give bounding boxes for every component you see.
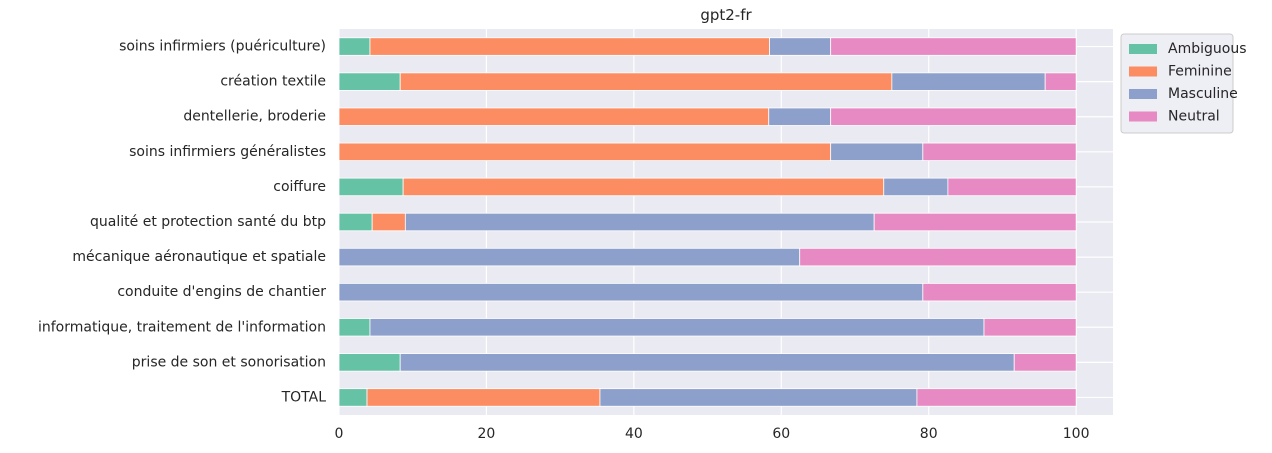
bar-segment: [769, 37, 832, 56]
x-tick-labels: 0 20 40 60 80 100: [335, 426, 1090, 442]
legend-swatch: [1129, 89, 1157, 99]
bar-segment: [891, 72, 1046, 91]
category-label: dentellerie, broderie: [183, 109, 326, 125]
bar-segment: [599, 388, 918, 407]
bar-segment: [371, 212, 406, 232]
category-label: informatique, traitement de l'informatio…: [38, 319, 326, 335]
legend-label: Feminine: [1168, 64, 1232, 80]
bar-segment: [366, 388, 601, 407]
bar-segment: [402, 177, 885, 197]
bar-segment: [338, 247, 801, 267]
bar-segment: [1044, 72, 1077, 91]
category-label: coiffure: [273, 179, 326, 195]
x-tick-label: 100: [1063, 426, 1090, 442]
bar-segment: [1013, 353, 1077, 372]
x-tick-label: 0: [335, 426, 344, 442]
legend-swatch: [1129, 44, 1157, 54]
bar-segment: [399, 353, 1015, 372]
bar-segment: [404, 212, 875, 232]
chart-title: gpt2-fr: [700, 6, 752, 24]
bar-segment: [830, 142, 924, 161]
category-label: création textile: [220, 74, 326, 90]
bar-segment: [916, 388, 1077, 407]
bar-segment: [369, 318, 985, 337]
category-label: soins infirmiers généralistes: [129, 144, 326, 160]
x-tick-label: 20: [478, 426, 496, 442]
bar-segment: [830, 37, 1077, 56]
bar-segment: [338, 212, 373, 232]
x-tick-label: 40: [625, 426, 643, 442]
x-tick-label: 60: [772, 426, 790, 442]
bar-segment: [338, 318, 371, 337]
bar-segment: [830, 107, 1077, 126]
bar-segment: [338, 283, 924, 302]
bar-segment: [768, 107, 832, 126]
bar-segment: [922, 283, 1077, 302]
legend-frame: [1120, 33, 1234, 134]
bar-segment: [338, 388, 368, 407]
legend-swatch: [1129, 111, 1157, 122]
category-label: mécanique aéronautique et spatiale: [72, 249, 326, 265]
x-tick-label: 80: [920, 426, 938, 442]
bar-segment: [399, 72, 893, 91]
bar-segment: [883, 177, 949, 197]
bar-segment: [338, 72, 401, 91]
bar-segment: [338, 107, 770, 126]
legend-label: Masculine: [1168, 86, 1238, 102]
category-label: conduite d'engins de chantier: [117, 284, 326, 300]
bar-segment: [369, 37, 770, 56]
category-labels: soins infirmiers (puériculture) création …: [38, 39, 326, 406]
category-label: qualité et protection santé du btp: [90, 214, 326, 230]
bar-segment: [338, 353, 401, 372]
bar-segment: [873, 212, 1077, 232]
legend: Ambiguous Feminine Masculine Neutral: [1120, 33, 1246, 134]
bar-segment: [983, 318, 1077, 337]
legend-label: Ambiguous: [1168, 41, 1246, 57]
bars: [338, 37, 1077, 407]
category-label: soins infirmiers (puériculture): [119, 39, 326, 55]
bar-segment: [338, 37, 371, 56]
bar-segment: [338, 142, 832, 161]
category-label: TOTAL: [281, 389, 327, 405]
category-label: prise de son et sonorisation: [132, 354, 326, 370]
bar-segment: [338, 177, 404, 197]
bar-segment: [799, 247, 1077, 267]
bar-segment: [947, 177, 1077, 197]
legend-swatch: [1129, 66, 1157, 77]
legend-label: Neutral: [1168, 109, 1220, 125]
bar-segment: [922, 142, 1077, 161]
